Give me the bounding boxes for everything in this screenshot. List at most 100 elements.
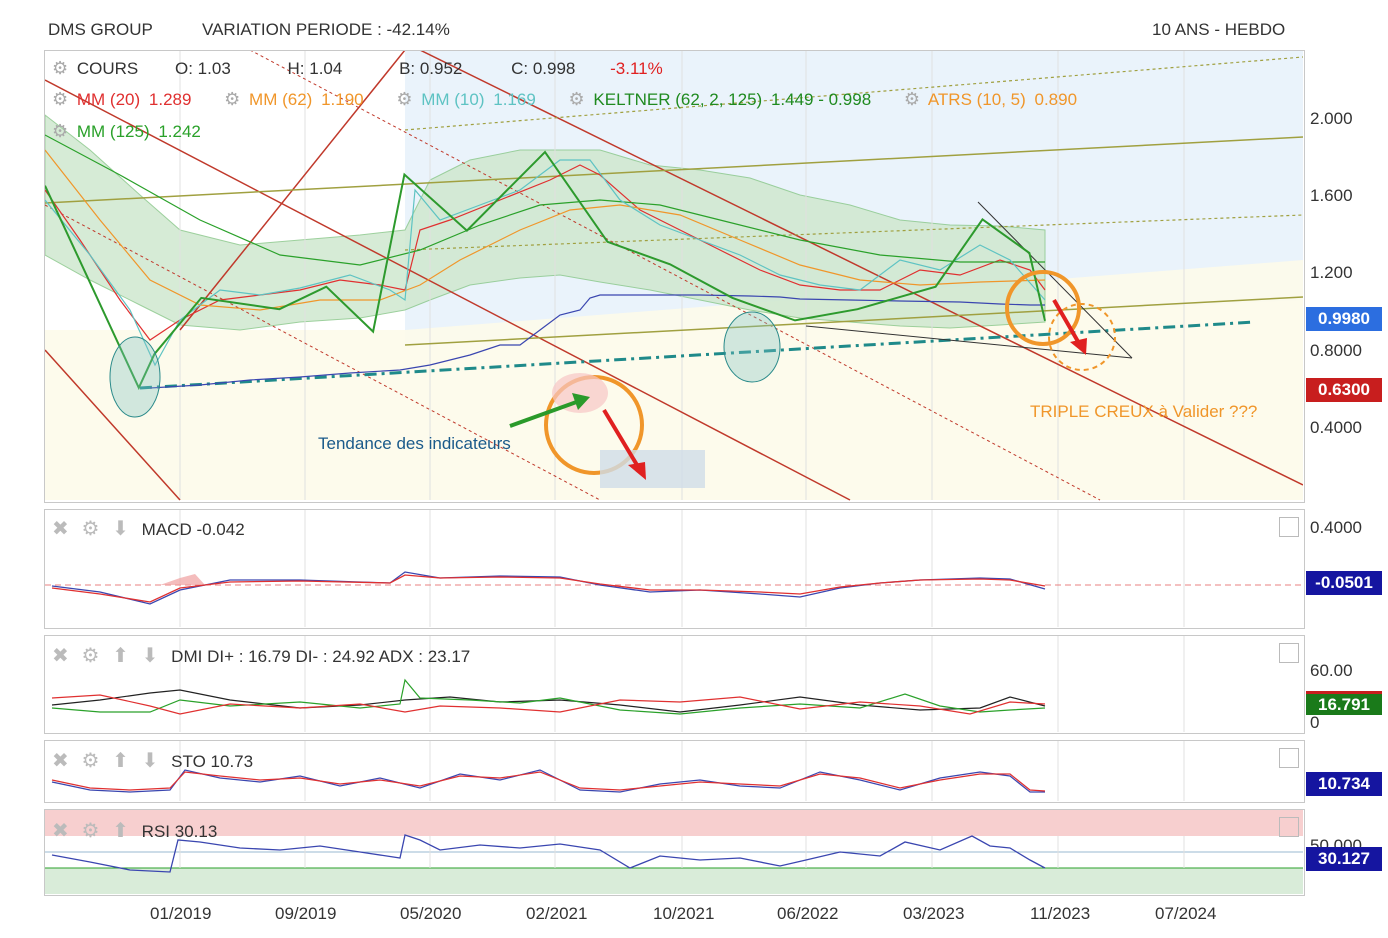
atrs-line xyxy=(149,294,1045,389)
dmi-badge: 16.791 xyxy=(1306,691,1382,715)
dmi-adx-line xyxy=(51,689,1046,713)
arrow-down-icon[interactable]: ⬇ xyxy=(141,750,159,772)
red-arrow xyxy=(602,408,642,472)
rsi-value: 30.13 xyxy=(174,822,218,841)
macd-histogram xyxy=(160,574,205,585)
y-tick-0400: 0.4000 xyxy=(1310,418,1362,437)
keltner-label: KELTNER (62, 2, 125) xyxy=(593,90,763,109)
x-tick: 05/2020 xyxy=(400,904,462,923)
macd-value: -0.042 xyxy=(196,520,245,539)
rsi-oversold-zone xyxy=(45,868,1303,894)
indicator-target-box xyxy=(600,450,705,488)
dmi-panel xyxy=(44,635,1305,734)
close-icon[interactable]: ✖ xyxy=(52,518,69,540)
sto-d-line xyxy=(51,771,1046,792)
sto-value: 10.73 xyxy=(210,752,254,771)
channel-upper-dotted xyxy=(404,56,1303,131)
x-tick: 07/2024 xyxy=(1155,904,1217,923)
downtrend-line-3 xyxy=(420,51,1303,486)
cours-low: B: 0.952 xyxy=(399,59,463,78)
gear-icon[interactable]: ⚙ xyxy=(81,518,100,540)
downtrend-line-2 xyxy=(45,204,601,501)
gear-icon[interactable]: ⚙ xyxy=(903,89,921,109)
macd-panel xyxy=(44,509,1305,629)
arrow-up-icon[interactable]: ⬆ xyxy=(112,820,129,842)
rsi-overbought-zone xyxy=(45,810,1303,836)
gear-icon[interactable]: ⚙ xyxy=(81,645,100,667)
x-tick: 01/2019 xyxy=(150,904,212,923)
indicator-highlight xyxy=(552,373,608,413)
gear-icon[interactable]: ⚙ xyxy=(52,89,69,109)
close-icon[interactable]: ✖ xyxy=(52,750,69,772)
gear-icon[interactable]: ⚙ xyxy=(81,750,100,772)
gear-icon[interactable]: ⚙ xyxy=(52,121,69,141)
gear-icon[interactable]: ⚙ xyxy=(224,89,241,109)
channel-top-line xyxy=(45,136,1303,204)
gear-icon[interactable]: ⚙ xyxy=(568,89,585,109)
x-tick: 02/2021 xyxy=(526,904,588,923)
legend-row-3: ⚙ MM (125) 1.242 xyxy=(52,121,205,142)
arrow-down-icon[interactable]: ⬇ xyxy=(141,645,159,667)
legend-cours: ⚙ COURS O: 1.03 H: 1.04 B: 0.952 C: 0.99… xyxy=(52,58,667,79)
triangle-bottom-line xyxy=(805,325,1133,359)
mm125-value: 1.242 xyxy=(158,122,201,141)
cours-high: H: 1.04 xyxy=(287,59,343,78)
triple-red-arrowhead xyxy=(1070,338,1087,355)
macd-badge: -0.0501 xyxy=(1306,571,1382,595)
downtrend-line-5 xyxy=(45,349,181,501)
cours-change: -3.11% xyxy=(610,59,663,78)
arrow-up-icon[interactable]: ⬆ xyxy=(112,750,129,772)
sto-badge: 10.734 xyxy=(1306,772,1382,796)
cours-label: COURS xyxy=(76,59,139,78)
macd-line xyxy=(51,571,1046,605)
mm62-value: 1.190 xyxy=(321,90,364,109)
macd-header: ✖ ⚙ ⬇ MACD -0.042 xyxy=(52,516,245,541)
atrs-value: 0.890 xyxy=(1034,90,1078,109)
macd-checkbox[interactable] xyxy=(1279,517,1299,537)
dmi-axis-zero: 0 xyxy=(1310,713,1320,732)
rsi-line xyxy=(51,834,1046,873)
atrs-label: ATRS (10, 5) xyxy=(927,90,1026,109)
stock-name: DMS GROUP xyxy=(48,20,153,39)
sto-panel xyxy=(44,740,1305,803)
atrs-badge: 0.6300 xyxy=(1306,378,1382,402)
mm20-value: 1.289 xyxy=(148,90,192,109)
rsi-checkbox[interactable] xyxy=(1279,817,1299,837)
mm10-value: 1.169 xyxy=(493,90,536,109)
arrow-down-icon[interactable]: ⬇ xyxy=(112,518,129,540)
dmi-plus-line xyxy=(51,678,1046,715)
period-variation: VARIATION PERIODE : -42.14% xyxy=(202,20,450,39)
macd-label: MACD xyxy=(141,520,192,539)
sto-header: ✖ ⚙ ⬆ ⬇ STO 10.73 xyxy=(52,748,253,773)
legend-row-2: ⚙ MM (20) 1.289 ⚙ MM (62) 1.190 ⚙ MM (10… xyxy=(52,89,1081,110)
rsi-header: ✖ ⚙ ⬆ RSI 30.13 xyxy=(52,818,217,843)
dmi-value: DI+ : 16.79 DI- : 24.92 ADX : 23.17 xyxy=(207,647,471,666)
channel-bottom-line xyxy=(404,296,1303,346)
dmi-minus-line xyxy=(51,694,1046,715)
x-tick: 03/2023 xyxy=(903,904,965,923)
dmi-checkbox[interactable] xyxy=(1279,643,1299,663)
mm125-label: MM (125) xyxy=(76,122,150,141)
y-tick-1200: 1.200 xyxy=(1310,263,1353,282)
sto-checkbox[interactable] xyxy=(1279,748,1299,768)
x-tick: 11/2023 xyxy=(1030,904,1091,923)
gear-icon[interactable]: ⚙ xyxy=(396,89,413,109)
green-arrow xyxy=(509,398,583,428)
close-icon[interactable]: ✖ xyxy=(52,820,69,842)
sto-label: STO xyxy=(171,752,206,771)
gear-icon[interactable]: ⚙ xyxy=(52,58,69,78)
close-icon[interactable]: ✖ xyxy=(52,645,69,667)
triple-bottom-target-circle xyxy=(1048,303,1116,371)
horizon-label[interactable]: 10 ANS - HEBDO xyxy=(1152,20,1286,39)
keltner-value: 1.449 - 0.998 xyxy=(770,90,872,109)
arrow-up-icon[interactable]: ⬆ xyxy=(112,645,129,667)
rsi-badge: 30.127 xyxy=(1306,847,1382,871)
price-series xyxy=(45,150,1046,391)
mm62-label: MM (62) xyxy=(249,90,313,109)
gear-icon[interactable]: ⚙ xyxy=(81,820,100,842)
green-arrowhead xyxy=(572,393,590,410)
y-tick-1600: 1.600 xyxy=(1310,186,1353,205)
cours-open: O: 1.03 xyxy=(175,59,231,78)
mm10-line xyxy=(45,159,1046,367)
